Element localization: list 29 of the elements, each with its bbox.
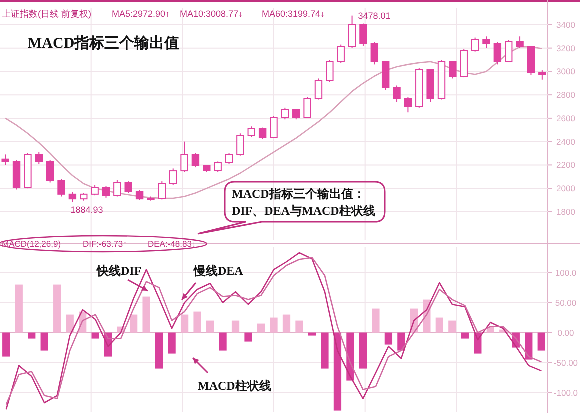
annotation: MA60:3199.74↓ [262,9,326,19]
annotation: 1884.93 [70,205,104,216]
annotation: 上证指数(日线 前复权) [2,9,92,19]
y-tick-label: 50.00 [555,298,577,308]
y-tick-label: -100.0 [554,388,578,398]
y-tick-label: 0.00 [558,328,575,338]
annotation: MACD指标三个输出值： [232,187,366,201]
y-tick-label: 2800 [556,90,576,100]
annotation: MACD(12,26,9) [2,239,62,249]
y-tick-label: 3200 [556,43,576,54]
annotation: MA5:2972.90↑ [112,9,170,19]
annotation: 3478.01 [358,10,391,21]
y-tick-label: 100.0 [555,268,577,278]
y-tick-label: 2200 [556,160,576,170]
y-tick-label: -50.00 [554,358,578,368]
y-tick-label: 2000 [556,184,576,194]
annotation: MACD柱状线 [198,379,272,393]
annotation: DIF、DEA与MACD柱状线 [232,204,376,218]
annotation: 快线DIF [96,264,142,278]
annotation: MA10:3008.77↓ [180,9,244,19]
y-tick-label: 3000 [556,66,576,77]
text: MACD指标三个输出值 [28,35,180,52]
y-tick-label: 2600 [556,113,576,124]
annotation: 慢线DEA [193,264,244,278]
annotation: DIF:-63.73↑ [83,239,128,249]
y-tick-label: 2400 [556,136,576,147]
y-tick-label: 1800 [556,206,576,217]
y-tick-label: 3400 [556,20,576,30]
annotation: DEA:-48.83↓ [148,239,196,249]
